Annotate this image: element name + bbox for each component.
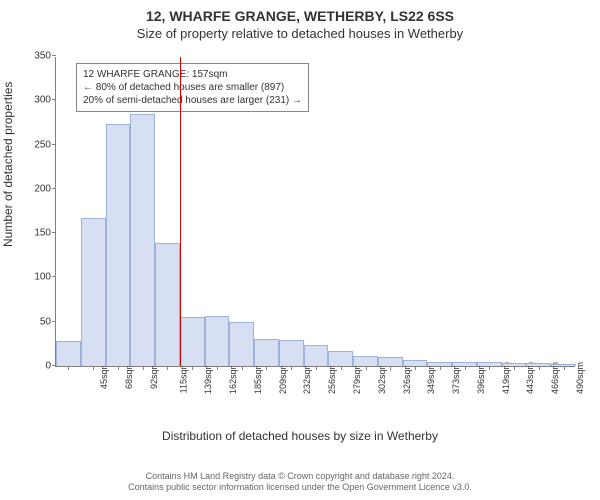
x-tick-label: 162sqm <box>228 362 238 394</box>
legend-line-3: 20% of semi-detached houses are larger (… <box>83 94 302 107</box>
histogram-bar <box>180 317 205 366</box>
x-tick-label: 419sqm <box>501 362 511 394</box>
x-tick-mark <box>341 366 342 370</box>
x-tick-label: 232sqm <box>303 362 313 394</box>
y-tick-mark <box>52 276 56 277</box>
x-tick-mark <box>415 366 416 370</box>
x-tick-mark <box>143 366 144 370</box>
histogram-bar <box>378 357 403 366</box>
x-tick-mark <box>390 366 391 370</box>
y-tick-mark <box>52 144 56 145</box>
y-tick-label: 250 <box>21 139 51 150</box>
legend-box: 12 WHARFE GRANGE: 157sqm ← 80% of detach… <box>76 63 309 112</box>
legend-line-2: ← 80% of detached houses are smaller (89… <box>83 81 302 94</box>
histogram-bar <box>205 316 230 366</box>
x-tick-mark <box>564 366 565 370</box>
x-tick-mark <box>291 366 292 370</box>
y-tick-label: 350 <box>21 51 51 62</box>
histogram-bar <box>106 124 131 366</box>
y-tick-label: 0 <box>21 361 51 372</box>
x-tick-mark <box>539 366 540 370</box>
x-tick-mark <box>440 366 441 370</box>
histogram-bar <box>353 356 378 366</box>
x-tick-mark <box>167 366 168 370</box>
chart-title-sub: Size of property relative to detached ho… <box>0 24 600 47</box>
histogram-bar <box>155 243 180 366</box>
y-tick-label: 150 <box>21 228 51 239</box>
x-tick-label: 349sqm <box>426 362 436 394</box>
y-tick-mark <box>52 232 56 233</box>
footer-line-1: Contains HM Land Registry data © Crown c… <box>0 471 600 483</box>
y-tick-label: 300 <box>21 95 51 106</box>
x-tick-label: 302sqm <box>377 362 387 394</box>
y-tick-mark <box>52 321 56 322</box>
legend-line-1: 12 WHARFE GRANGE: 157sqm <box>83 68 302 81</box>
x-tick-label: 443sqm <box>525 362 535 394</box>
x-tick-mark <box>489 366 490 370</box>
footer-line-2: Contains public sector information licen… <box>0 482 600 494</box>
x-tick-label: 256sqm <box>327 362 337 394</box>
x-tick-mark <box>217 366 218 370</box>
x-tick-label: 185sqm <box>253 362 263 394</box>
x-tick-label: 279sqm <box>352 362 362 394</box>
x-tick-label: 45sqm <box>99 362 109 389</box>
x-tick-label: 68sqm <box>124 362 134 389</box>
x-tick-mark <box>242 366 243 370</box>
y-tick-label: 50 <box>21 316 51 327</box>
x-tick-label: 490sqm <box>575 362 585 394</box>
chart-container: Number of detached properties 12 WHARFE … <box>0 47 600 447</box>
x-tick-mark <box>514 366 515 370</box>
x-tick-label: 373sqm <box>451 362 461 394</box>
footer-attribution: Contains HM Land Registry data © Crown c… <box>0 471 600 494</box>
x-tick-label: 139sqm <box>203 362 213 394</box>
y-tick-mark <box>52 55 56 56</box>
plot-area: 12 WHARFE GRANGE: 157sqm ← 80% of detach… <box>55 57 575 367</box>
x-tick-label: 466sqm <box>550 362 560 394</box>
y-axis-label: Number of detached properties <box>1 82 15 247</box>
y-tick-label: 200 <box>21 183 51 194</box>
x-tick-mark <box>118 366 119 370</box>
x-tick-mark <box>266 366 267 370</box>
reference-line <box>180 57 181 366</box>
histogram-bar <box>56 341 81 366</box>
x-tick-label: 326sqm <box>402 362 412 394</box>
x-tick-label: 115sqm <box>178 362 188 393</box>
histogram-bar <box>279 340 304 366</box>
histogram-bar <box>304 345 329 366</box>
histogram-bar <box>130 114 155 366</box>
y-tick-mark <box>52 188 56 189</box>
x-tick-mark <box>366 366 367 370</box>
x-tick-mark <box>68 366 69 370</box>
chart-title-main: 12, WHARFE GRANGE, WETHERBY, LS22 6SS <box>0 0 600 24</box>
x-tick-mark <box>465 366 466 370</box>
x-tick-mark <box>316 366 317 370</box>
x-tick-mark <box>192 366 193 370</box>
x-tick-label: 209sqm <box>278 362 288 394</box>
x-axis-label: Distribution of detached houses by size … <box>0 429 600 443</box>
histogram-bar <box>328 351 353 366</box>
x-tick-label: 396sqm <box>476 362 486 394</box>
histogram-bar <box>254 339 279 366</box>
histogram-bar <box>81 218 106 366</box>
y-tick-mark <box>52 99 56 100</box>
x-tick-mark <box>93 366 94 370</box>
y-tick-label: 100 <box>21 272 51 283</box>
x-tick-label: 92sqm <box>149 362 159 389</box>
histogram-bar <box>229 322 254 366</box>
